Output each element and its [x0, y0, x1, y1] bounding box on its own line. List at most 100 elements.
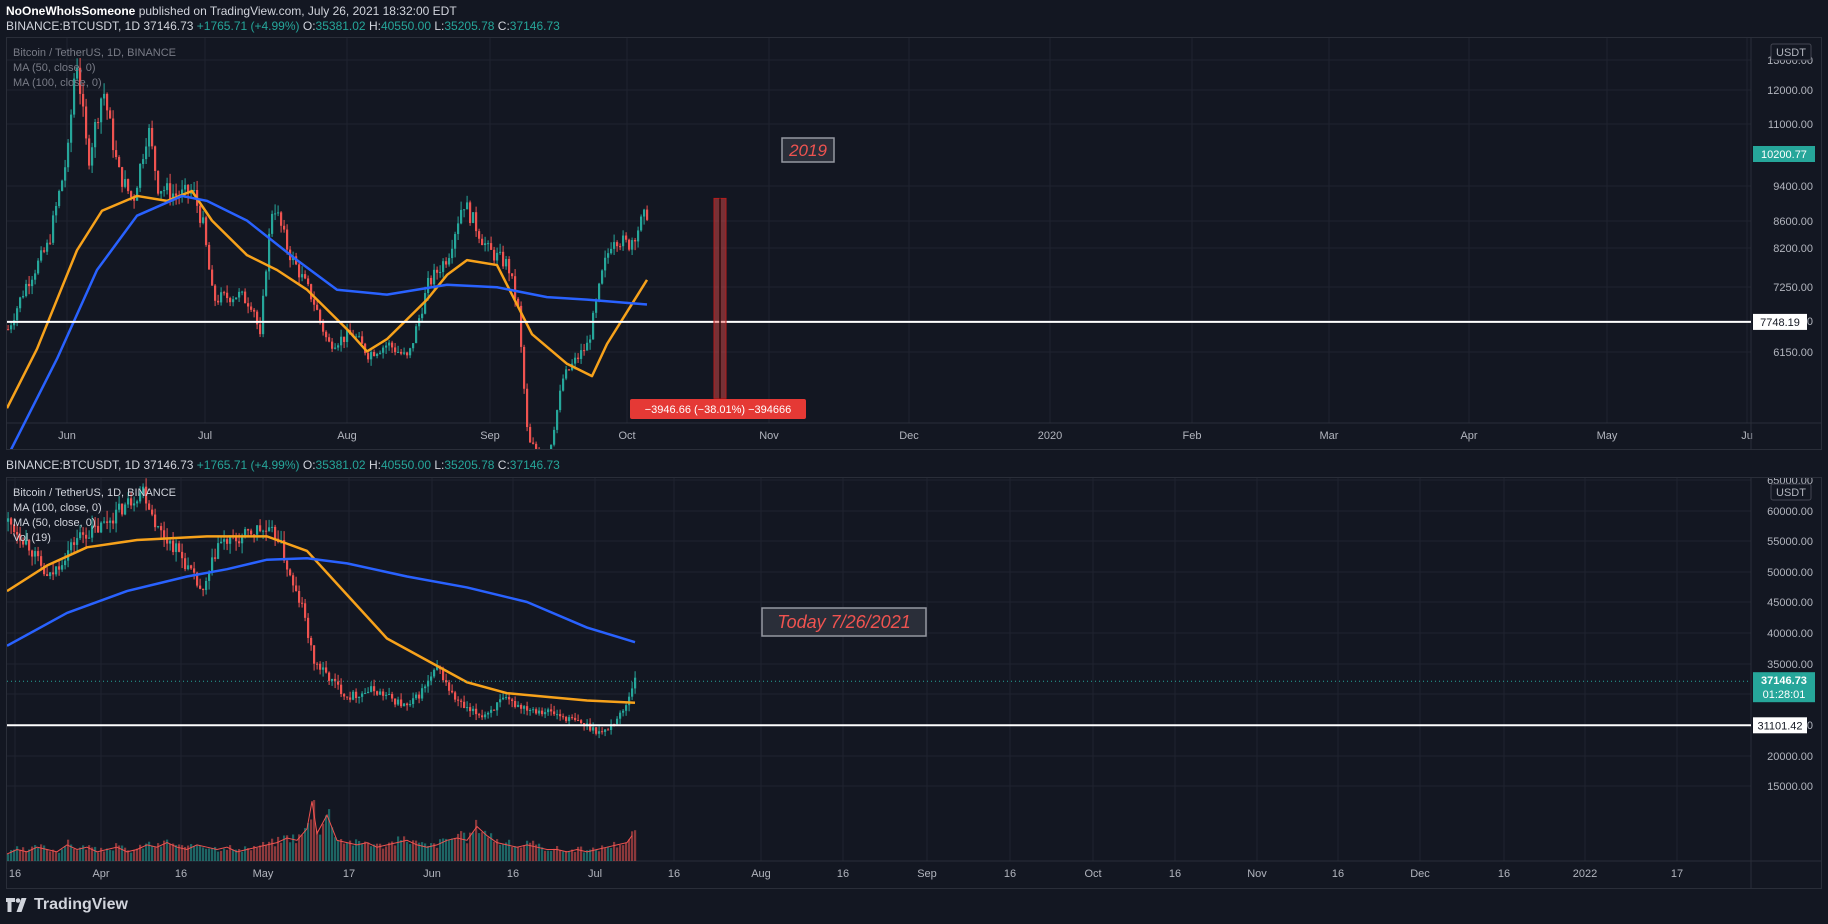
candle-body: [22, 540, 25, 545]
volume-bar: [394, 845, 397, 861]
annotation-today: Today 7/26/2021: [777, 612, 910, 632]
volume-bar: [463, 832, 466, 861]
candle-body: [451, 248, 454, 259]
candle-body: [508, 697, 511, 700]
candle-body: [283, 225, 286, 230]
candle-body: [187, 565, 190, 570]
support-label: 7748.19: [1760, 317, 1800, 329]
candle-body: [31, 550, 34, 557]
candle-body: [427, 277, 430, 294]
candle-body: [58, 566, 61, 570]
candle-body: [565, 716, 568, 722]
candle-body: [307, 278, 310, 285]
candle-body: [334, 678, 337, 682]
candle-body: [214, 285, 217, 301]
volume-bar: [88, 845, 91, 861]
volume-bar: [517, 846, 520, 861]
candle-body: [115, 150, 118, 158]
volume-bar: [352, 845, 355, 861]
candle-body: [64, 167, 67, 181]
candle-body: [367, 353, 370, 360]
candle-body: [88, 138, 91, 166]
candle-body: [247, 529, 250, 531]
author-name[interactable]: NoOneWhoIsSomeone: [6, 4, 136, 18]
candle-body: [70, 542, 73, 551]
volume-bar: [391, 841, 394, 861]
volume-bar: [259, 845, 262, 861]
volume-bar: [361, 843, 364, 861]
volume-bar: [598, 851, 601, 861]
volume-bar: [151, 845, 154, 861]
volume-bar: [274, 846, 277, 861]
candle-body: [37, 260, 40, 274]
volume-bar: [10, 850, 13, 861]
volume-bar: [178, 844, 181, 861]
candle-body: [520, 704, 523, 709]
chart-top-svg[interactable]: Jun Jul Aug Sep Oct Nov Dec 2020 Feb Mar Apr May Ju 1…: [5, 38, 1821, 463]
volume-bar: [586, 850, 589, 861]
candle-body: [70, 114, 73, 143]
candle-body: [358, 696, 361, 699]
volume-bar: [478, 833, 481, 861]
volume-bar: [292, 834, 295, 861]
tradingview-icon: [6, 898, 27, 912]
candle-body: [325, 331, 328, 338]
chart-panel-bottom[interactable]: 16 Apr 16 May 17 Jun 16 Jul 16 Aug 16 Sep 16 Oct 16 Nov…: [6, 475, 1822, 889]
candle-body: [61, 565, 64, 570]
candle-body: [76, 67, 79, 79]
candle-body: [598, 731, 601, 734]
candle-body: [64, 560, 67, 566]
candle-body: [355, 336, 358, 338]
volume-bar: [277, 836, 280, 861]
candle-body: [121, 167, 124, 187]
candle-body: [58, 190, 61, 207]
volume-bar: [145, 843, 148, 861]
volume-bar: [376, 843, 379, 861]
candle-body: [175, 193, 178, 196]
volume-bar: [82, 845, 85, 861]
annotation-today-box: [761, 607, 927, 637]
candle-body: [202, 217, 205, 223]
volume-bar: [49, 851, 52, 861]
volume-bar: [454, 837, 457, 861]
candle-body: [166, 538, 169, 544]
volume-bar: [199, 845, 202, 861]
candle-body: [97, 122, 100, 124]
volume-bar: [568, 851, 571, 861]
volume-bar: [334, 837, 337, 861]
volume-bar: [166, 839, 169, 861]
volume-bar: [46, 849, 49, 861]
tradingview-logo[interactable]: TradingView: [6, 896, 128, 914]
change: +1765.71 (+4.99%): [196, 19, 300, 33]
x-tick-label: Apr: [1460, 430, 1477, 442]
candle-body: [88, 537, 91, 539]
publish-header: NoOneWhoIsSomeone published on TradingVi…: [6, 4, 457, 18]
volume-bar: [625, 842, 628, 861]
low-value: 35205.78: [444, 19, 495, 33]
volume-bar: [157, 843, 160, 861]
candle-body: [76, 538, 79, 545]
volume-bar: [502, 844, 505, 861]
candle-body: [397, 351, 400, 353]
candle-body: [142, 159, 145, 164]
candle-body: [127, 498, 130, 505]
candle-body: [550, 444, 553, 459]
volume-bar: [127, 850, 130, 861]
candle-body: [601, 270, 604, 284]
candle-body: [400, 351, 403, 354]
volume-bar: [433, 843, 436, 861]
measure-label: −3946.66 (−38.01%) −394666: [645, 404, 792, 416]
candle-body: [286, 229, 289, 250]
candle-body: [646, 209, 649, 220]
volume-bar: [13, 849, 16, 861]
x-tick-label: May: [1597, 430, 1618, 442]
volume-bar: [70, 844, 73, 861]
chart-bottom-svg[interactable]: 16 Apr 16 May 17 Jun 16 Jul 16 Aug 16 Sep 16 Oct 16 Nov…: [6, 475, 1821, 888]
chart-panel-top[interactable]: Jun Jul Aug Sep Oct Nov Dec 2020 Feb Mar Apr May Ju 1…: [5, 37, 1822, 463]
candle-body: [403, 352, 406, 354]
candle-body: [247, 303, 250, 307]
candle-body: [406, 703, 409, 706]
volume-bar: [202, 847, 205, 861]
candle-body: [160, 526, 163, 531]
candle-body: [631, 688, 634, 697]
